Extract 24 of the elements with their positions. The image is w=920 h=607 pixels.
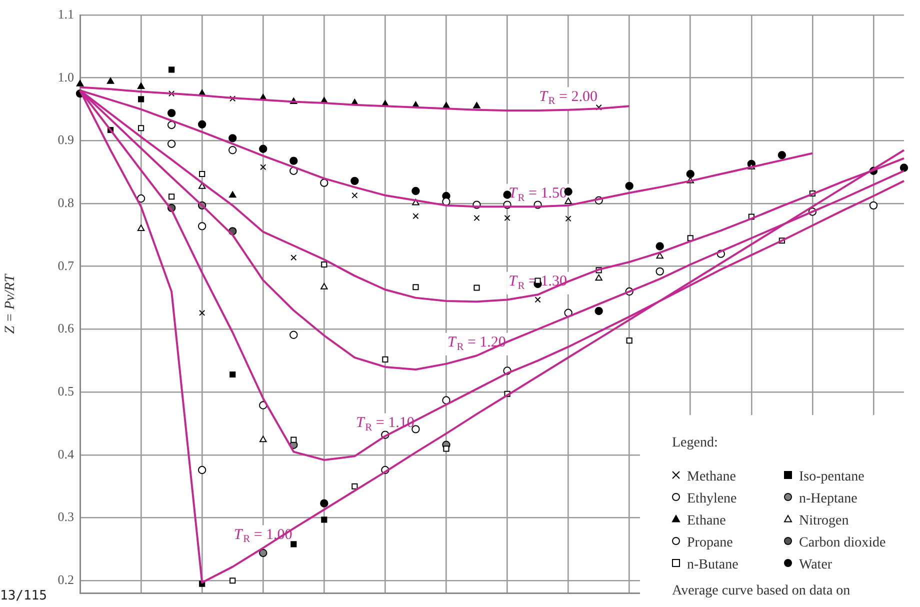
legend-label: Ethane — [687, 514, 726, 529]
legend-title: Legend: — [672, 436, 718, 451]
legend-label: n-Butane — [687, 558, 738, 573]
annotation: Average curve based on data on — [672, 584, 850, 599]
legend-label: Carbon dioxide — [799, 536, 886, 551]
legend-label: n-Heptane — [799, 492, 858, 507]
y-tick-label: 0.8 — [58, 194, 74, 210]
legend-label: Methane — [687, 470, 736, 485]
y-tick-label: 0.5 — [58, 384, 74, 399]
legend-label: Iso-pentane — [799, 470, 864, 485]
y-tick-label: 0.2 — [58, 572, 74, 588]
legend-label: Ethylene — [687, 492, 737, 507]
text: 13/115 — [0, 588, 47, 604]
y-tick-label: 0.4 — [58, 446, 74, 462]
y-tick-label: 0.9 — [58, 132, 74, 148]
legend-label: Water — [799, 558, 832, 573]
y-tick-label: 0.7 — [58, 258, 74, 273]
y-axis-title: Z = Pv/RT — [3, 273, 18, 334]
legend-label: Propane — [687, 536, 733, 551]
y-tick-label: 0.6 — [58, 320, 74, 336]
y-tick-label: 0.3 — [58, 509, 74, 524]
y-tick-label: 1.1 — [58, 6, 74, 22]
legend-label: Nitrogen — [799, 514, 849, 529]
y-tick-label: 1.0 — [58, 69, 74, 84]
